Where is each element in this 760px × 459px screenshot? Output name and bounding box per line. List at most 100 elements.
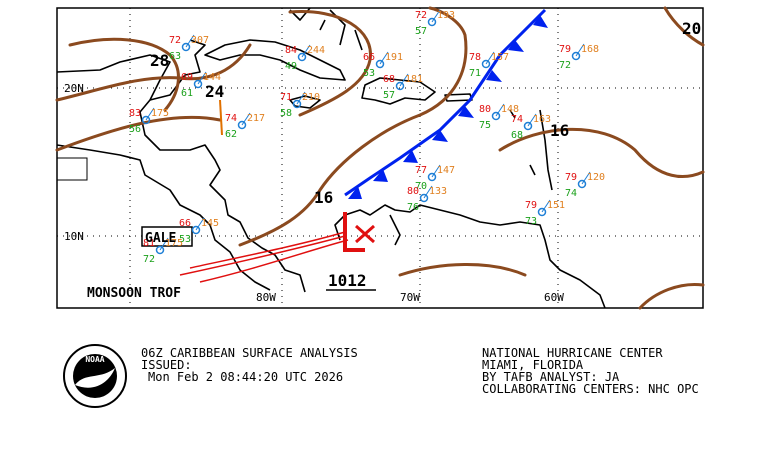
low-symbol — [343, 212, 365, 252]
station-dew: 57 — [383, 90, 395, 101]
station-circle — [523, 121, 533, 131]
wind-barb — [485, 51, 495, 65]
station-temp: 78 — [469, 52, 481, 63]
isobar-label: 24 — [205, 82, 224, 101]
cold-front — [344, 8, 548, 199]
noaa-bird — [75, 368, 115, 388]
station-circle — [155, 245, 165, 255]
wind-barb — [197, 71, 207, 85]
station-dew: 73 — [525, 216, 537, 227]
center: NATIONAL HURRICANE CENTER — [482, 346, 663, 360]
coastline — [389, 214, 401, 246]
station-pressure: 210 — [302, 92, 320, 103]
station-temp: 81 — [143, 238, 155, 249]
station-plot: 81 72 175 — [143, 237, 183, 265]
station-circle — [427, 172, 437, 182]
station-circle — [537, 207, 547, 217]
station-plot: 79 74 120 — [565, 171, 605, 199]
station-dew: 68 — [511, 130, 523, 141]
station-pressure: 148 — [501, 104, 519, 115]
station-pressure: 120 — [587, 172, 605, 183]
station-plot: 80 75 148 — [479, 103, 519, 131]
issued-time: Mon Feb 2 08:44:20 UTC 2026 — [148, 370, 343, 384]
gale-box — [141, 226, 193, 247]
low-pressure: 1012 — [328, 271, 367, 290]
stations: 72 57 193 72 63 307 84 49 244 69 61 144 71 58 210 74 62 2… — [129, 9, 605, 265]
coastline — [289, 7, 363, 51]
station-pressure: 175 — [165, 238, 183, 249]
wind-barb — [296, 91, 306, 105]
low-center — [326, 212, 376, 291]
station-pressure: 175 — [151, 108, 169, 119]
station-temp: 83 — [129, 108, 141, 119]
station-temp: 79 — [525, 200, 537, 211]
station-dew: 49 — [285, 61, 297, 72]
station-temp: 69 — [181, 72, 193, 83]
isobar — [663, 6, 705, 47]
lon-label: 70W — [400, 291, 420, 304]
station-temp: 79 — [565, 172, 577, 183]
station-plot: 79 72 168 — [559, 43, 599, 71]
wind-barb — [185, 34, 195, 48]
isobar — [238, 6, 468, 247]
isobars — [55, 6, 705, 310]
coastline — [204, 39, 346, 81]
station-pressure: 157 — [491, 52, 509, 63]
station-circle — [191, 225, 201, 235]
station-circle — [491, 111, 501, 121]
lat-label: 20N — [64, 82, 84, 95]
station-dew: 63 — [169, 51, 181, 62]
isobar-label: 28 — [150, 51, 169, 70]
wind-barb — [145, 107, 155, 121]
labels: 28 24 20 16 16 1012 GALE MONSOON TROF 20… — [64, 19, 701, 304]
station-temp: 71 — [280, 92, 292, 103]
monsoon-trough — [179, 231, 349, 283]
station-temp: 74 — [511, 114, 523, 125]
station-pressure: 145 — [201, 218, 219, 229]
station-circle — [427, 17, 437, 27]
station-circle — [481, 59, 491, 69]
station-dew: 62 — [225, 129, 237, 140]
coastline — [361, 77, 436, 105]
station-dew: 71 — [469, 68, 481, 79]
lat-label: 10N — [64, 230, 84, 243]
station-plot: 72 63 307 — [169, 34, 209, 62]
wind-barb — [527, 113, 537, 127]
station-temp: 80 — [479, 104, 491, 115]
station-dew: 72 — [559, 60, 571, 71]
noaa-text: NOAA — [85, 355, 104, 364]
station-pressure: 163 — [533, 114, 551, 125]
station-pressure: 147 — [437, 165, 455, 176]
station-pressure: 244 — [307, 45, 325, 56]
product-title: 06Z CARIBBEAN SURFACE ANALYSIS — [141, 346, 358, 360]
station-temp: 84 — [285, 45, 297, 56]
coastline — [509, 109, 553, 191]
gale-label: GALE — [145, 231, 176, 246]
wind-barb — [399, 73, 409, 87]
station-circle — [297, 52, 307, 62]
map: 7257193726330784492446961144715821074622… — [55, 6, 705, 310]
isobar-label: 20 — [682, 19, 701, 38]
station-circle — [292, 99, 302, 109]
station-pressure: 151 — [547, 200, 565, 211]
station-plot: 71 58 210 — [280, 91, 320, 119]
location: MIAMI, FLORIDA — [482, 358, 584, 372]
station-circle — [571, 51, 581, 61]
station-plot: 69 61 144 — [181, 71, 221, 99]
station-temp: 79 — [559, 44, 571, 55]
trough — [219, 99, 223, 136]
inset-box — [56, 157, 88, 181]
station-temp: 74 — [225, 113, 237, 124]
station-dew: 76 — [407, 202, 419, 213]
coastlines — [56, 7, 606, 309]
wind-barb — [581, 171, 591, 185]
isobar — [68, 37, 180, 112]
isobar — [638, 282, 705, 310]
station-dew: 61 — [181, 88, 193, 99]
station-plot: 77 70 147 — [415, 164, 455, 192]
station-plot: 78 71 157 — [469, 51, 509, 79]
station-temp: 66 — [363, 52, 375, 63]
monsoon-label: MONSOON TROF — [87, 286, 181, 301]
station-temp: 72 — [169, 35, 181, 46]
station-plot: 68 57 181 — [383, 73, 423, 101]
